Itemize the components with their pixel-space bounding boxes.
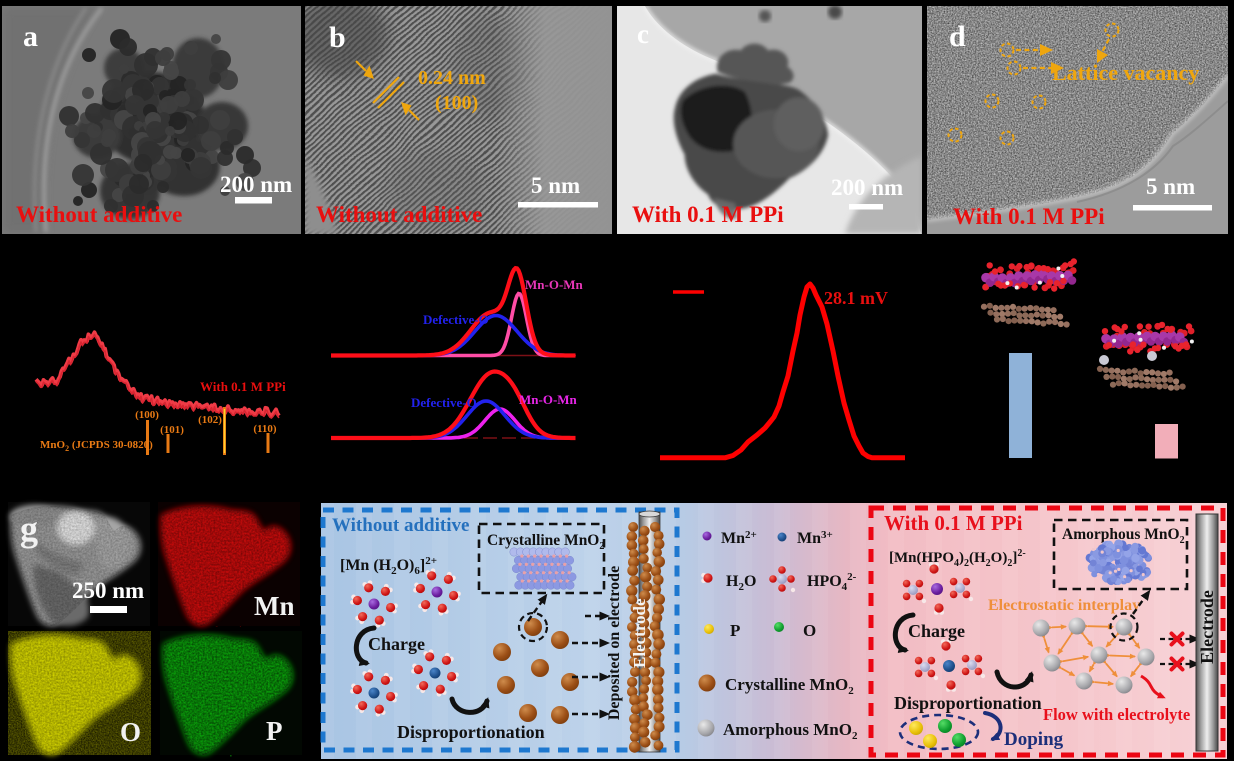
svg-text:Without additive: Without additive <box>332 515 469 536</box>
svg-text:With 0.1 M PPi: With 0.1 M PPi <box>200 379 286 394</box>
svg-text:Deposited on electrode: Deposited on electrode <box>606 566 623 720</box>
svg-text:(100): (100) <box>135 409 159 421</box>
svg-text:Crystalline MnO2: Crystalline MnO2 <box>487 532 604 552</box>
svg-text:Defective-O: Defective-O <box>423 312 489 327</box>
svg-text:Electrode: Electrode <box>630 598 649 668</box>
svg-text:Amorphous MnO2: Amorphous MnO2 <box>723 720 858 742</box>
svg-text:a: a <box>23 20 38 53</box>
svg-text:Without additive: Without additive <box>316 202 482 227</box>
svg-text:Crystalline MnO2: Crystalline MnO2 <box>725 675 854 697</box>
svg-text:0.24 nm: 0.24 nm <box>418 67 486 89</box>
svg-text:200 nm: 200 nm <box>831 175 903 200</box>
svg-text:Lattice vacancy: Lattice vacancy <box>1052 60 1199 85</box>
svg-text:(102): (102) <box>198 414 222 426</box>
svg-text:Disproportionation: Disproportionation <box>894 693 1042 713</box>
svg-text:d: d <box>949 20 966 53</box>
svg-text:O: O <box>120 717 141 747</box>
svg-text:With 0.1 M PPi: With 0.1 M PPi <box>884 511 1023 535</box>
svg-text:200 nm: 200 nm <box>220 172 292 197</box>
svg-text:P: P <box>266 716 283 746</box>
svg-text:H2O: H2O <box>726 573 756 593</box>
svg-text:Defective-O: Defective-O <box>411 395 477 410</box>
svg-text:(101): (101) <box>160 424 184 436</box>
svg-text:With 0.1 M PPi: With 0.1 M PPi <box>632 202 784 227</box>
svg-text:Electrostatic interplay: Electrostatic interplay <box>988 597 1140 614</box>
svg-text:250 nm: 250 nm <box>72 578 144 603</box>
svg-text:(110): (110) <box>253 423 277 435</box>
svg-text:5 nm: 5 nm <box>531 173 580 198</box>
svg-text:(100): (100) <box>435 92 478 114</box>
svg-text:Without additive: Without additive <box>16 202 182 227</box>
svg-text:[Mn (H2O)6]2+: [Mn (H2O)6]2+ <box>340 555 437 577</box>
svg-text:Disproportionation: Disproportionation <box>397 722 545 742</box>
svg-text:With 0.1 M PPi: With 0.1 M PPi <box>953 204 1105 229</box>
svg-text:g: g <box>20 509 38 549</box>
svg-text:c: c <box>637 19 649 49</box>
svg-text:P: P <box>730 621 740 640</box>
svg-text:MnO2 (JCPDS 30-0820): MnO2 (JCPDS 30-0820) <box>40 439 153 453</box>
svg-text:Amorphous MnO2: Amorphous MnO2 <box>1062 526 1185 546</box>
svg-text:Charge: Charge <box>368 634 425 654</box>
svg-text:Flow with electrolyte: Flow with electrolyte <box>1043 705 1190 724</box>
svg-text:Mn: Mn <box>254 591 295 621</box>
svg-text:[Mn(HPO4)2(H2O)2]2-: [Mn(HPO4)2(H2O)2]2- <box>889 548 1026 569</box>
svg-text:Mn-O-Mn: Mn-O-Mn <box>519 392 578 407</box>
svg-text:Electrode: Electrode <box>1197 590 1217 664</box>
svg-text:28.1 mV: 28.1 mV <box>824 288 888 308</box>
svg-text:Mn-O-Mn: Mn-O-Mn <box>525 277 584 292</box>
svg-text:b: b <box>329 21 346 54</box>
svg-text:Doping: Doping <box>1004 729 1064 750</box>
svg-text:Charge: Charge <box>908 621 965 641</box>
svg-text:O: O <box>803 621 816 640</box>
svg-text:5 nm: 5 nm <box>1146 174 1195 199</box>
